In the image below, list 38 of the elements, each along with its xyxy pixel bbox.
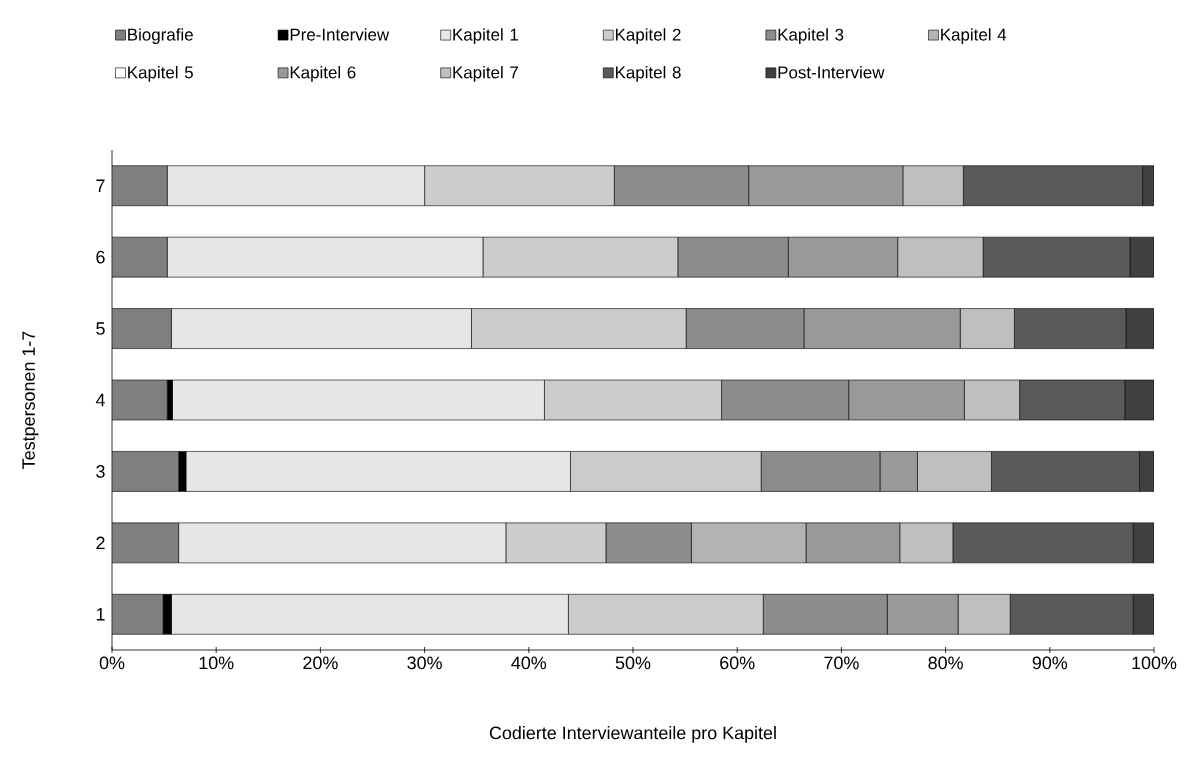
- bar: [112, 308, 172, 349]
- x-tick-label: 80%: [928, 656, 963, 670]
- y-tick-label: 7: [96, 179, 105, 192]
- x-tick-label: 100%: [1132, 656, 1177, 670]
- legend-label: Kapitel 7: [453, 65, 518, 82]
- legend-label: Pre-Interview: [290, 28, 390, 41]
- bar: [112, 522, 179, 564]
- legend-label: Post-Interview: [778, 65, 885, 79]
- y-axis-title: Testpersonen 1-7: [22, 331, 39, 469]
- y-tick-label: 2: [96, 536, 105, 550]
- bar: [112, 451, 179, 492]
- x-tick-label: 10%: [199, 656, 234, 670]
- y-tick-label: 5: [96, 322, 105, 335]
- legend-label: Kapitel 5: [128, 65, 193, 82]
- legend-label: Kapitel 1: [453, 28, 518, 44]
- x-tick-label: 90%: [1032, 656, 1068, 670]
- y-tick-label: 3: [96, 465, 105, 478]
- legend-label: Kapitel 2: [615, 28, 681, 44]
- x-tick-label: 70%: [824, 656, 859, 670]
- legend-label: Kapitel 3: [778, 28, 844, 44]
- y-tick-label: 4: [95, 393, 105, 407]
- bar: [112, 236, 168, 278]
- legend-label: Biografie: [128, 28, 193, 44]
- x-tick-label: 60%: [720, 656, 755, 670]
- x-axis-title: Codierte Interviewanteile pro Kapitel: [489, 726, 776, 743]
- legend-label: Kapitel 4: [941, 28, 1007, 44]
- y-tick-label: 1: [96, 608, 105, 621]
- bar: [112, 379, 168, 421]
- x-tick-label: 50%: [615, 656, 651, 670]
- x-tick-label: 20%: [303, 656, 338, 670]
- x-tick-label: 30%: [407, 656, 442, 670]
- bar: [112, 593, 164, 635]
- x-tick-label: 0%: [99, 656, 125, 670]
- bar: [112, 165, 168, 207]
- legend-label: Kapitel 8: [615, 65, 681, 82]
- x-tick-label: 40%: [511, 656, 547, 670]
- y-tick-label: 6: [96, 250, 105, 264]
- legend-label: Kapitel 6: [290, 65, 356, 82]
